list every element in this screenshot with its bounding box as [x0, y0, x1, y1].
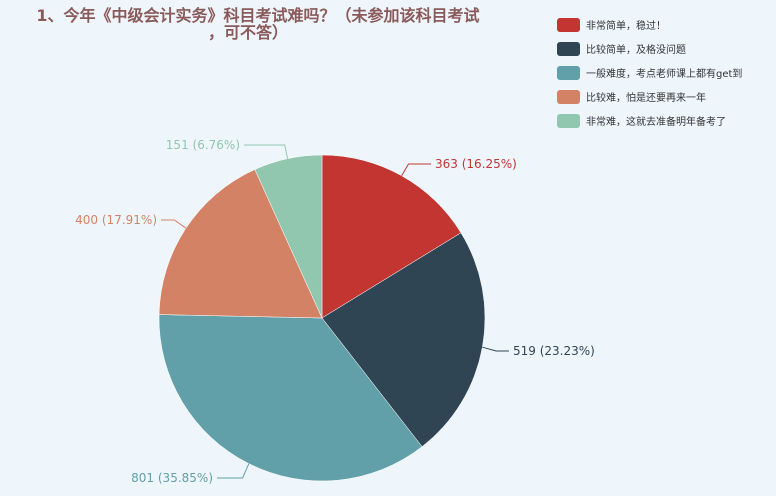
legend-label-2: 比较简单，及格没问题: [586, 43, 686, 56]
pie-slice-5[interactable]: [254, 154, 323, 319]
legend-swatch-3: [557, 66, 580, 80]
legend-label-5: 非常难，这就去准备明年备考了: [586, 115, 726, 128]
pie-slice-2[interactable]: [321, 232, 486, 448]
legend-swatch-4: [557, 90, 580, 104]
legend-item-5[interactable]: 非常难，这就去准备明年备考了: [557, 114, 726, 128]
legend-label-1: 非常简单，稳过！: [586, 19, 666, 32]
slice-label-3: 801 (35.85%): [131, 471, 213, 485]
slice-label-1: 363 (16.25%): [435, 157, 517, 171]
legend-item-3[interactable]: 一般难度，考点老师课上都有get到: [557, 66, 742, 80]
label-leader-line-1: [401, 163, 431, 177]
slice-labels: 363 (16.25%) 519 (23.23%) 801 (35.85%) 400 …: [75, 138, 595, 485]
pie-slices: [158, 154, 486, 482]
label-leader-line-2: [482, 346, 509, 352]
legend-label-3: 一般难度，考点老师课上都有get到: [586, 67, 742, 80]
slice-label-2: 519 (23.23%): [513, 344, 595, 358]
legend-item-2[interactable]: 比较简单，及格没问题: [557, 42, 686, 56]
legend: 非常简单，稳过！ 比较简单，及格没问题一般难度，考点老师课上都有get到比较难，怕…: [557, 18, 742, 128]
slice-label-4: 400 (17.91%): [75, 213, 157, 227]
legend-swatch-2: [557, 42, 580, 56]
label-leader-line-3: [217, 463, 250, 479]
legend-swatch-1: [557, 18, 580, 32]
legend-label-4: 比较难，怕是还要再来一年: [586, 91, 706, 104]
pie-slice-3[interactable]: [158, 314, 423, 482]
slice-label-5: 151 (6.76%): [166, 138, 240, 152]
legend-item-4[interactable]: 比较难，怕是还要再来一年: [557, 90, 706, 104]
chart-title-line2: ，可不答）: [208, 23, 288, 42]
label-leader-line-5: [244, 144, 289, 159]
legend-item-1[interactable]: 非常简单，稳过！: [557, 18, 666, 32]
label-leader-line-4: [161, 219, 187, 229]
chart-title-line1: 1、今年《中级会计实务》科目考试难吗？（未参加该科目考试: [36, 6, 479, 25]
legend-swatch-5: [557, 114, 580, 128]
